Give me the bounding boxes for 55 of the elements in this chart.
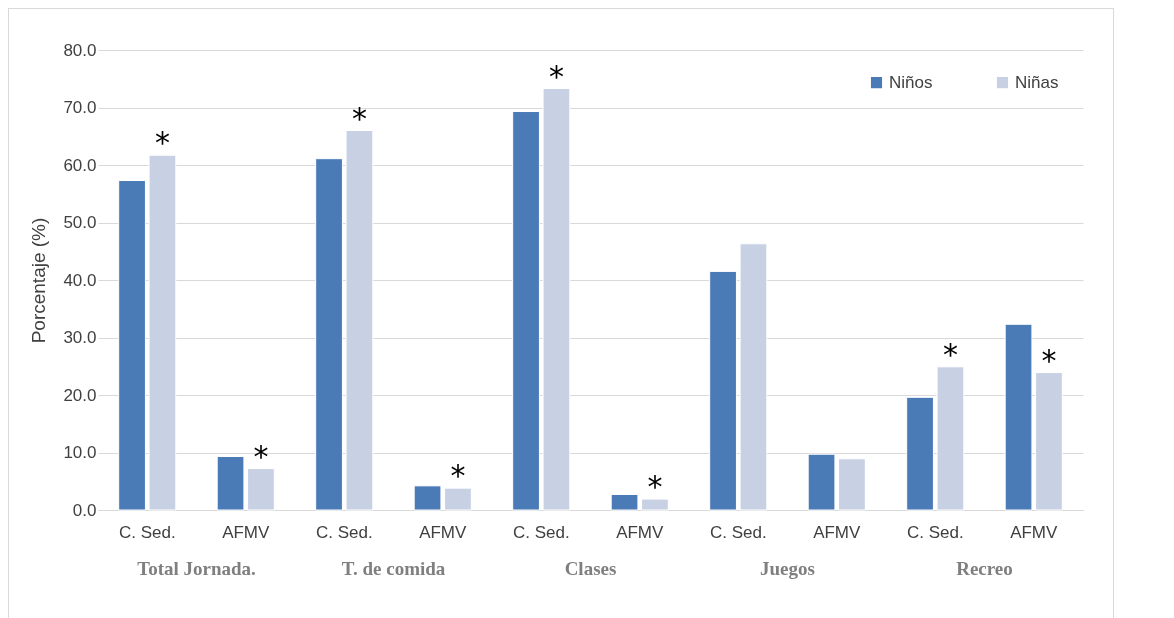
x-tick-label: C. Sed. [709,522,767,542]
text: Total Jornada. [137,558,256,579]
bar [838,458,866,511]
y-tick-label: 30.0 [63,328,97,347]
x-tick-label: C. Sed. [315,522,373,542]
data-label: * [450,458,466,494]
bar [413,485,442,511]
bar [512,111,540,511]
x-tick-label: AFMV [222,522,271,542]
bar [709,270,737,511]
text: Recreo [956,558,1013,579]
legend-label: Niñas [1015,72,1059,92]
bar [216,456,245,511]
bar [542,88,571,511]
bar [906,396,934,511]
bar [247,468,275,511]
bar [641,498,669,511]
x-tick-label: AFMV [616,522,665,542]
data-label: * [647,469,663,505]
x-tick-label: AFMV [419,522,468,542]
bar [444,487,472,511]
y-tick-label: 80.0 [63,40,97,60]
x-tick-label: AFMV [1010,522,1059,542]
text: Juegos [760,558,815,579]
x-tick-label: AFMV [813,522,862,542]
bar [936,366,965,511]
bar [807,453,836,511]
bar [315,158,343,511]
bar [118,180,146,511]
text: Clases [564,558,617,579]
x-tick-label: C. Sed. [118,522,176,542]
y-tick-label: 50.0 [63,213,97,232]
data-label: * [548,58,564,94]
y-tick-label: 20.0 [63,385,97,405]
bar [148,154,177,511]
data-label: * [154,125,170,161]
data-label: * [1041,342,1057,378]
y-tick-label: 0.0 [72,500,97,520]
bar [1004,323,1033,511]
text: T. de comida [341,558,446,579]
legend-label: Niños [889,72,933,92]
y-tick-label: 40.0 [63,270,97,290]
x-tick-label: C. Sed. [906,522,964,542]
y-tick-label: 60.0 [63,155,97,175]
y-tick-label: 10.0 [63,443,97,462]
data-label: * [942,336,958,372]
x-tick-label: C. Sed. [512,522,570,542]
data-label: * [253,438,269,474]
bar [739,243,768,511]
y-axis-title: Porcentaje (%) [28,217,50,344]
data-label: * [351,100,367,136]
bar [1035,372,1063,511]
y-tick-label: 70.0 [63,98,97,117]
bar [345,130,374,511]
bar [610,493,639,511]
